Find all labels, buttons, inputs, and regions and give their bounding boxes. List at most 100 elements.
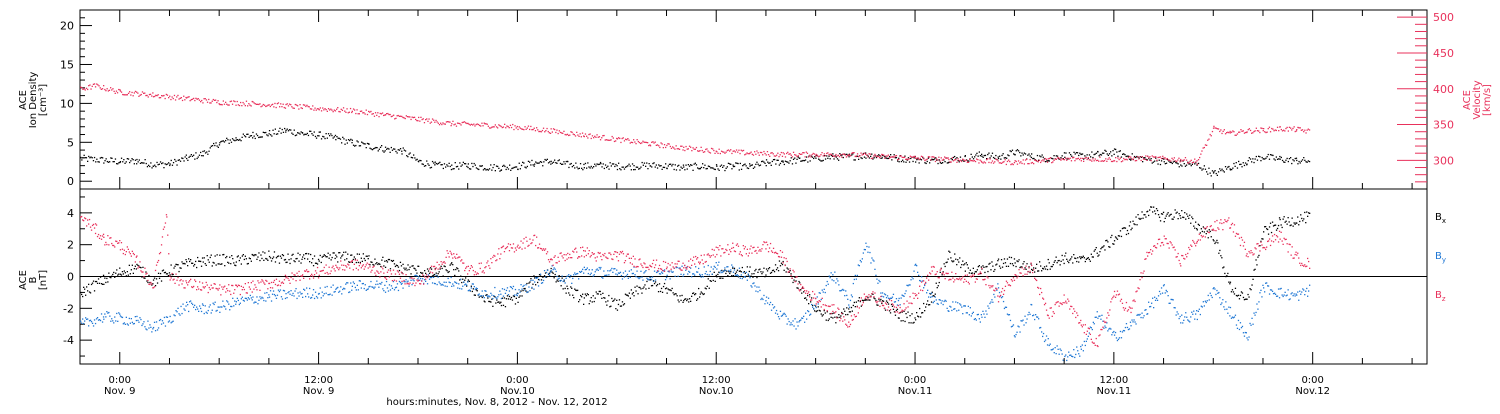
bx-point-866 bbox=[924, 310, 925, 311]
density-point-217 bbox=[321, 138, 322, 139]
bx-point-216 bbox=[290, 258, 291, 259]
by-point-247 bbox=[321, 297, 322, 298]
density-point-331 bbox=[447, 166, 448, 167]
bx-point-168 bbox=[244, 259, 245, 260]
velocity-point-255 bbox=[371, 114, 372, 115]
by-point-961 bbox=[1016, 332, 1017, 333]
density-point-91 bbox=[182, 158, 183, 159]
density-point-129 bbox=[224, 141, 225, 142]
density-point-1059 bbox=[1251, 161, 1252, 162]
bx-point-327 bbox=[399, 270, 400, 271]
bx-point-497 bbox=[565, 288, 566, 289]
bx-point-783 bbox=[843, 308, 844, 309]
bx-point-574 bbox=[639, 287, 640, 288]
bx-point-666 bbox=[729, 273, 730, 274]
bx-point-493 bbox=[561, 285, 562, 286]
bx-point-1179 bbox=[1229, 283, 1230, 284]
density-point-555 bbox=[695, 163, 696, 164]
by-point-536 bbox=[602, 278, 603, 279]
velocity-point-439 bbox=[582, 133, 583, 134]
density-point-636 bbox=[784, 164, 785, 165]
bx-point-848 bbox=[906, 317, 907, 318]
bx-point-1010 bbox=[1064, 255, 1065, 256]
bx-point-702 bbox=[764, 276, 765, 277]
density-point-860 bbox=[1031, 153, 1032, 154]
by-point-645 bbox=[709, 274, 710, 275]
bx-point-757 bbox=[818, 306, 819, 307]
by-point-808 bbox=[867, 252, 868, 253]
by-point-1260 bbox=[1308, 290, 1309, 291]
velocity-point-212 bbox=[322, 107, 323, 108]
bx-point-307 bbox=[379, 264, 380, 265]
velocity-point-1030 bbox=[1255, 130, 1256, 131]
velocity-point-870 bbox=[1074, 160, 1075, 161]
velocity-point-938 bbox=[1152, 155, 1153, 156]
velocity-point-149 bbox=[251, 105, 252, 106]
bx-point-1123 bbox=[1175, 209, 1176, 210]
density-point-1091 bbox=[1287, 158, 1288, 159]
bx-point-1176 bbox=[1226, 275, 1227, 276]
density-point-1045 bbox=[1236, 162, 1237, 163]
velocity-point-388 bbox=[523, 129, 524, 130]
bx-point-788 bbox=[848, 308, 849, 309]
by-point-919 bbox=[976, 319, 977, 320]
velocity-point-423 bbox=[563, 131, 564, 132]
density-point-92 bbox=[183, 160, 184, 161]
bx-point-67 bbox=[145, 271, 146, 272]
bx-point-288 bbox=[361, 258, 362, 259]
by-point-1147 bbox=[1198, 311, 1199, 312]
velocity-point-659 bbox=[833, 156, 834, 157]
by-point-295 bbox=[368, 288, 369, 289]
velocity-point-408 bbox=[546, 128, 547, 129]
velocity-point-570 bbox=[731, 153, 732, 154]
density-point-138 bbox=[234, 140, 235, 141]
velocity-point-652 bbox=[825, 155, 826, 156]
by-point-230 bbox=[304, 290, 305, 291]
by-point-1023 bbox=[1077, 350, 1078, 351]
density-point-223 bbox=[328, 133, 329, 134]
bx-point-1015 bbox=[1069, 260, 1070, 261]
bx-point-295 bbox=[368, 258, 369, 259]
bx-point-747 bbox=[808, 303, 809, 304]
by-point-170 bbox=[246, 298, 247, 299]
bx-point-512 bbox=[579, 299, 580, 300]
velocity-point-250 bbox=[366, 110, 367, 111]
velocity-point-43 bbox=[129, 91, 130, 92]
bx-point-280 bbox=[353, 259, 354, 260]
velocity-point-706 bbox=[887, 156, 888, 157]
by-point-1190 bbox=[1240, 322, 1241, 323]
by-point-834 bbox=[893, 294, 894, 295]
density-point-261 bbox=[369, 148, 370, 149]
by-point-104 bbox=[181, 313, 182, 314]
bx-point-572 bbox=[637, 293, 638, 294]
velocity-point-365 bbox=[497, 127, 498, 128]
bx-point-897 bbox=[954, 253, 955, 254]
by-point-680 bbox=[743, 272, 744, 273]
velocity-point-485 bbox=[634, 141, 635, 142]
velocity-point-584 bbox=[748, 153, 749, 154]
velocity-point-1000 bbox=[1221, 133, 1222, 134]
velocity-point-880 bbox=[1085, 157, 1086, 158]
by-point-1118 bbox=[1170, 303, 1171, 304]
velocity-point-694 bbox=[873, 155, 874, 156]
bx-point-1110 bbox=[1162, 214, 1163, 215]
by-point-392 bbox=[462, 286, 463, 287]
density-point-281 bbox=[392, 150, 393, 151]
velocity-point-568 bbox=[729, 150, 730, 151]
by-point-1249 bbox=[1297, 291, 1298, 292]
by-point-637 bbox=[701, 277, 702, 278]
bx-point-108 bbox=[185, 259, 186, 260]
bx-point-957 bbox=[1013, 265, 1014, 266]
density-point-901 bbox=[1077, 152, 1078, 153]
density-point-102 bbox=[194, 159, 195, 160]
bx-point-1121 bbox=[1173, 219, 1174, 220]
velocity-point-30 bbox=[115, 93, 116, 94]
bx-point-634 bbox=[698, 288, 699, 289]
by-point-62 bbox=[140, 319, 141, 320]
density-point-976 bbox=[1160, 164, 1161, 165]
bx-point-900 bbox=[957, 259, 958, 260]
bx-point-1092 bbox=[1144, 214, 1145, 215]
bx-point-1202 bbox=[1251, 284, 1252, 285]
bz-point-101 bbox=[176, 280, 177, 281]
